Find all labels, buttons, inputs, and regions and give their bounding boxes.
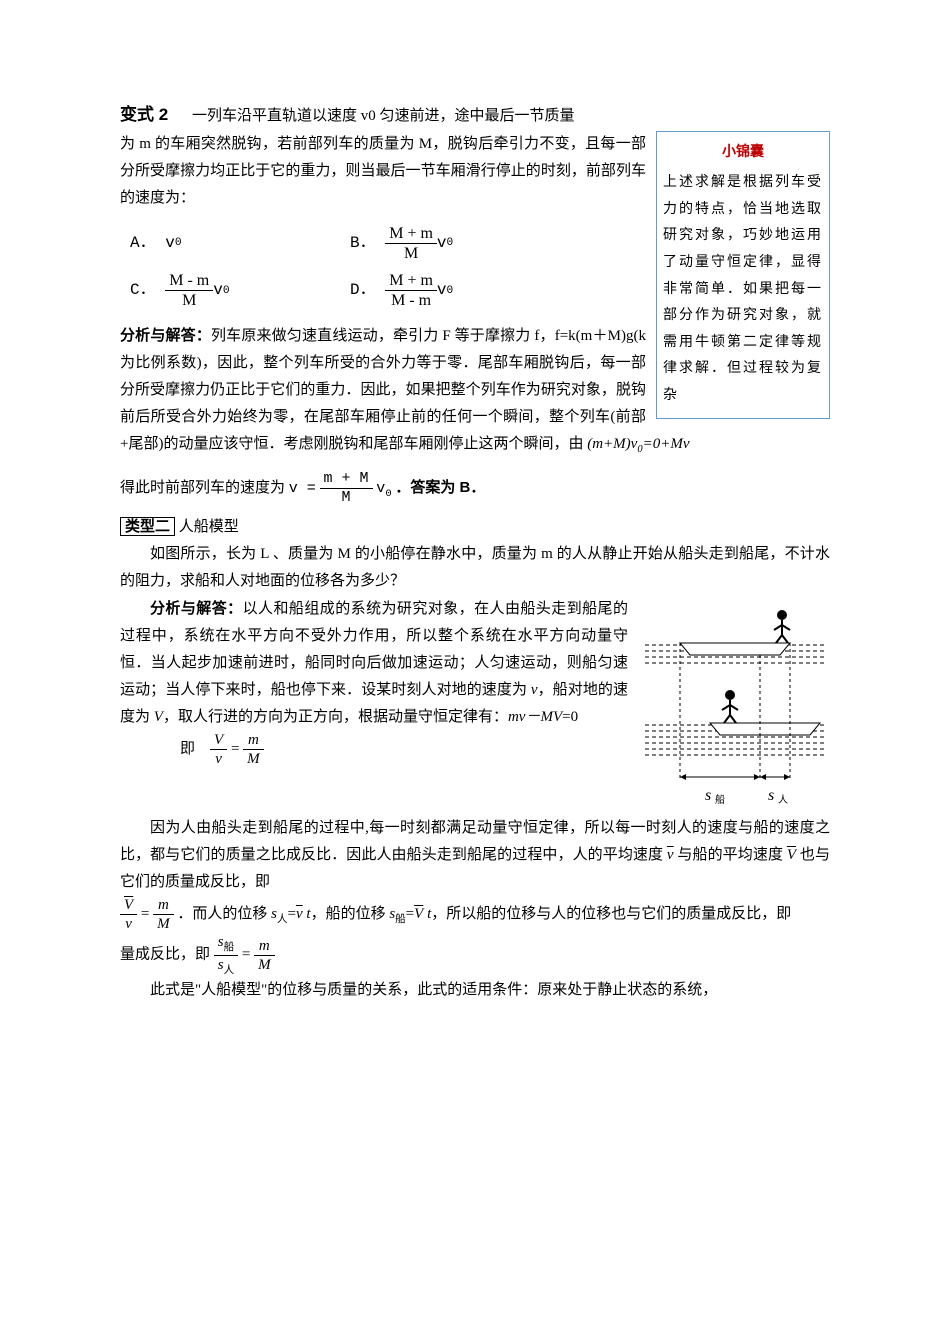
choice-a-label: A． (130, 229, 156, 258)
tip-box: 小锦囊 上述求解是根据列车受力的特点，恰当地选取研究对象，巧妙地运用了动量守恒定… (656, 131, 830, 419)
eq2-den: M (320, 489, 373, 507)
s-man-sub: 人 (224, 965, 235, 976)
eq4-numR: m (243, 731, 264, 750)
svg-text:s: s (705, 787, 711, 804)
choice-b-tail: v (437, 229, 447, 258)
type2-lead: 分析与解答： (150, 600, 243, 617)
eq2-sub: 0 (385, 488, 391, 500)
choice-c-tail: v (213, 276, 223, 305)
choice-c-den: M (165, 291, 213, 310)
type2-V: V (154, 709, 163, 725)
type2-p2d: ，取人行进的方向为正方向，根据动量守恒定律有： (163, 709, 508, 725)
type2-box: 类型二 (120, 517, 175, 536)
eq4-pre: 即 (180, 741, 195, 757)
tip-body: 上述求解是根据列车受力的特点，恰当地选取研究对象，巧妙地运用了动量守恒定律，显得… (663, 170, 823, 409)
type2-heading: 类型二 人船模型 (120, 513, 830, 541)
p4c: ，所以船的位移与人的位移也与它们的质量成反比，即 (431, 906, 791, 922)
choice-d-sub: 0 (447, 281, 454, 301)
choice-d-tail: v (437, 276, 447, 305)
type2-p3: 因为人由船头走到船尾的过程中,每一时刻都满足动量守恒定律，所以每一时刻人的速度与… (120, 815, 830, 896)
answer-label: ．答案为 B． (395, 479, 485, 496)
analysis-p2: 得此时前部列车的速度为 v = m + M M v0 ．答案为 B． (120, 470, 830, 507)
choice-d-num: M + m (385, 271, 437, 291)
eq6-row: 量成反比，即 s船 s人 = m M (120, 933, 830, 977)
boat-figure: s 船 s 人 (640, 595, 830, 815)
type2-v: v (531, 682, 538, 698)
eq4-denR: M (243, 750, 264, 768)
type2-title: 人船模型 (179, 519, 239, 535)
choice-c: C． M - m M v0 (130, 271, 350, 310)
choice-c-sub: 0 (223, 281, 230, 301)
choice-b-sub: 0 (447, 233, 454, 253)
heading-label: 变式 2 (120, 105, 168, 124)
type2-p1: 如图所示，长为 L 、质量为 M 的小船停在静水中，质量为 m 的人从静止开始从… (120, 541, 830, 595)
choice-b-den: M (385, 244, 437, 263)
heading-tail: 一列车沿平直轨道以速度 v0 匀速前进，途中最后一节质量 (192, 108, 575, 124)
p4a: ．而人的位移 (177, 906, 271, 922)
s-boat-sub: 船 (224, 942, 235, 953)
eq4-denL: v (210, 750, 227, 768)
choice-a-sub: 0 (175, 233, 182, 253)
choice-c-num: M - m (165, 271, 213, 291)
choice-b: B． M + m M v0 (350, 224, 570, 263)
eq5-row: V v = m M ．而人的位移 s人=v t，船的位移 s船=V t，所以船的… (120, 896, 830, 933)
p4-sub-boat: 船 (395, 914, 406, 925)
choice-a: A． v0 (130, 229, 350, 258)
choice-c-label: C． (130, 276, 156, 305)
type2-p3b: 与船的平均速度 (674, 847, 787, 863)
p4-sub-man: 人 (277, 914, 288, 925)
heading-row: 变式 2 一列车沿平直轨道以速度 v0 匀速前进，途中最后一节质量 (120, 100, 830, 131)
eq4-mid: = (231, 741, 243, 757)
eq-tail: =0+Mv (643, 436, 690, 452)
svg-text:s: s (768, 787, 774, 804)
p4b: ，船的位移 (311, 906, 390, 922)
eq3: mv－MV (508, 709, 562, 725)
eq2-tail: v (376, 480, 385, 497)
choice-d-label: D． (350, 276, 376, 305)
eq-lhs: (m+M)v (587, 436, 637, 452)
svg-text:人: 人 (778, 794, 788, 806)
choice-b-num: M + m (385, 224, 437, 244)
choice-a-val: v (165, 229, 175, 258)
analysis-p2a: 得此时前部列车的速度为 (120, 480, 285, 496)
type2-p5: 此式是"人船模型"的位移与质量的关系，此式的适用条件：原来处于静止状态的系统， (120, 977, 830, 1004)
choice-d: D． M + m M - m v0 (350, 271, 570, 310)
eq4-numL: V (210, 731, 227, 750)
eq2-lhs: v = (289, 480, 316, 497)
choice-b-label: B． (350, 229, 376, 258)
choice-d-den: M - m (385, 291, 437, 310)
eq2-num: m + M (320, 470, 373, 489)
eq3-tail: =0 (562, 709, 578, 725)
tip-title: 小锦囊 (663, 140, 823, 167)
analysis-p1: 列车原来做匀速直线运动，牵引力 F 等于摩擦力 f，f=k(m＋M)g(k 为比… (120, 328, 646, 452)
analysis-lead: 分析与解答： (120, 327, 211, 344)
svg-text:船: 船 (715, 793, 725, 806)
